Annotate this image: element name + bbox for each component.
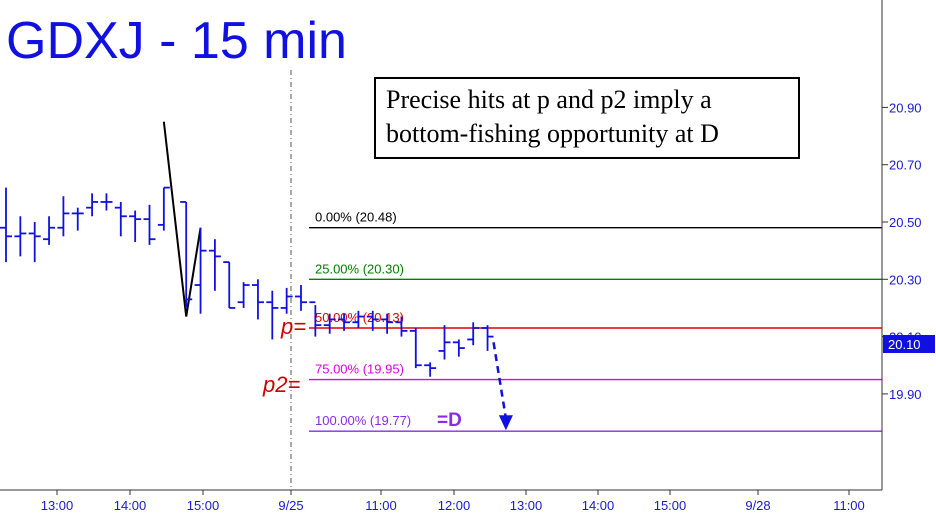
y-tick-label: 20.50: [889, 215, 922, 230]
x-tick-label: 14:00: [114, 498, 147, 513]
ohlc-bar: [157, 186, 170, 231]
current-price-tag: 20.10: [883, 335, 935, 353]
ohlc-bar: [409, 328, 422, 369]
x-tick-label: 12:00: [438, 498, 471, 513]
ohlc-bar: [323, 313, 336, 334]
fib-label: 100.00% (19.77): [315, 413, 411, 428]
fib-label: 50.00% (20.13): [315, 310, 404, 325]
ohlc-bar: [481, 325, 494, 351]
ohlc-bar: [43, 216, 56, 245]
ohlc-bar: [381, 313, 394, 334]
swing-layer: [162, 121, 202, 317]
ohlc-bar: [467, 322, 480, 346]
ohlc-bar: [57, 196, 70, 237]
current-price-bg: [883, 335, 935, 353]
ohlc-bar: [71, 207, 84, 231]
y-tick-label: 20.90: [889, 100, 922, 115]
x-tick-label: 14:00: [582, 498, 615, 513]
x-tick-label: 11:00: [365, 498, 397, 513]
ohlc-bar: [424, 362, 437, 377]
ohlc-bar: [28, 222, 41, 263]
x-tick-label: 11:00: [833, 498, 865, 513]
projection-layer: [492, 342, 513, 431]
ohlc-bar: [309, 301, 322, 337]
x-tick-label: 13:00: [510, 498, 543, 513]
x-tick-label: 15:00: [187, 498, 220, 513]
chart-title: GDXJ - 15 min: [6, 12, 347, 70]
ohlc-bar: [223, 261, 236, 309]
ohlc-bar: [266, 290, 279, 340]
y-tick-label: 20.70: [889, 158, 922, 173]
ohlc-bar: [295, 285, 307, 311]
bars-layer: [0, 186, 494, 377]
ohlc-bar: [114, 201, 127, 237]
annotation-line-2: bottom-fishing opportunity at D: [386, 119, 719, 148]
p2-marker: p2=: [262, 372, 300, 397]
ohlc-bar: [338, 313, 351, 331]
fib-label: 25.00% (20.30): [315, 261, 404, 276]
ohlc-bar: [237, 282, 250, 308]
ohlc-bar: [251, 279, 264, 320]
x-tick-label: 15:00: [654, 498, 687, 513]
current-price-label: 20.10: [888, 337, 921, 352]
annotation-line-1: Precise hits at p and p2 imply a: [386, 85, 712, 114]
x-tick-label: 13:00: [41, 498, 74, 513]
ohlc-bar: [366, 310, 379, 331]
fib-layer: 0.00% (20.48) 25.00% (20.30) 50.00% (20.13…: [309, 210, 882, 432]
ohlc-bar: [352, 310, 365, 329]
ohlc-bar: [0, 187, 12, 263]
x-tick-label: 9/28: [745, 498, 770, 513]
projection-line: [492, 342, 508, 419]
d-marker: =D: [437, 410, 462, 431]
ohlc-bar: [86, 193, 99, 217]
y-tick-label: 20.30: [889, 272, 922, 287]
ohlc-bar: [180, 201, 193, 308]
projection-arrowhead: [498, 415, 513, 431]
ohlc-bar: [452, 339, 465, 357]
annotation-frame: [374, 77, 800, 159]
x-tick-label: 9/25: [278, 498, 303, 513]
p-marker: p=: [280, 314, 306, 339]
ohlc-bar: [143, 204, 156, 245]
swing-line: [162, 121, 202, 317]
y-ticks: 20.90 20.70 20.50 20.30 20.10 19.90: [882, 100, 922, 402]
x-ticks: 13:00 14:00 15:00 9/25 11:00 12:00 13:00 14:00 1…: [41, 490, 865, 513]
ohlc-bar: [438, 325, 451, 360]
fib-label: 75.00% (19.95): [315, 362, 404, 377]
ohlc-bar: [194, 227, 207, 314]
ohlc-bar: [280, 287, 293, 314]
ohlc-bar: [395, 316, 408, 337]
annotation-box: Precise hits at p and p2 imply a bottom-…: [374, 77, 800, 159]
ohlc-bar: [129, 210, 142, 243]
ohlc-bar: [100, 193, 113, 211]
y-tick-label: 19.90: [889, 387, 922, 402]
fib-label: 0.00% (20.48): [315, 210, 397, 225]
ohlc-bar: [208, 239, 221, 291]
ohlc-bar: [14, 216, 27, 257]
